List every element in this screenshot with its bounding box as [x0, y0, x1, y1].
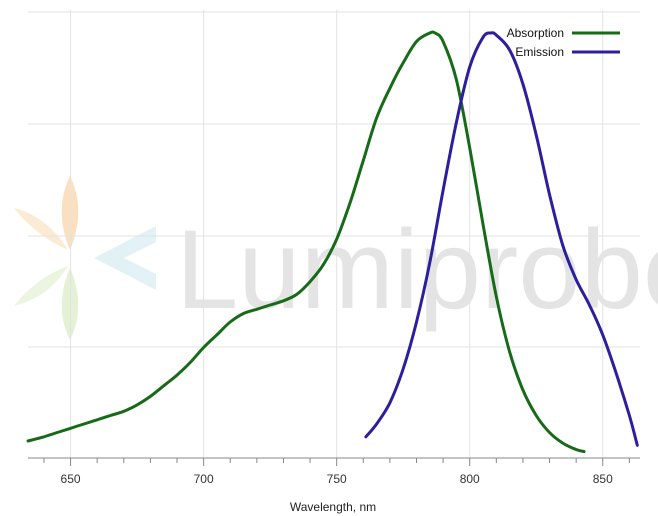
x-tick-label: 650: [61, 472, 81, 486]
watermark-logo: [14, 176, 156, 340]
x-tick-label: 800: [460, 472, 480, 486]
x-axis-ticks: 650 700 750 800 850: [43, 458, 630, 486]
x-axis-label: Wavelength, nm: [290, 500, 376, 514]
series-line-absorption: [26, 30, 586, 454]
logo-petal-orange-left: [14, 208, 68, 250]
legend: Absorption Emission: [507, 26, 620, 59]
grid-lines: [28, 10, 640, 458]
watermark-text: Lumiprobe: [176, 207, 658, 332]
legend-label-emission: Emission: [515, 45, 564, 59]
series-line-emission: [364, 31, 639, 447]
x-tick-label: 700: [194, 472, 214, 486]
x-tick-label: 850: [593, 472, 613, 486]
logo-petal-green: [61, 268, 79, 340]
series-lines: [26, 30, 639, 454]
x-tick-label: 750: [327, 472, 347, 486]
logo-petal-green-left: [14, 266, 68, 306]
legend-label-absorption: Absorption: [507, 26, 564, 40]
logo-arrow-cyan: [94, 226, 156, 290]
logo-petal-orange: [61, 176, 79, 250]
